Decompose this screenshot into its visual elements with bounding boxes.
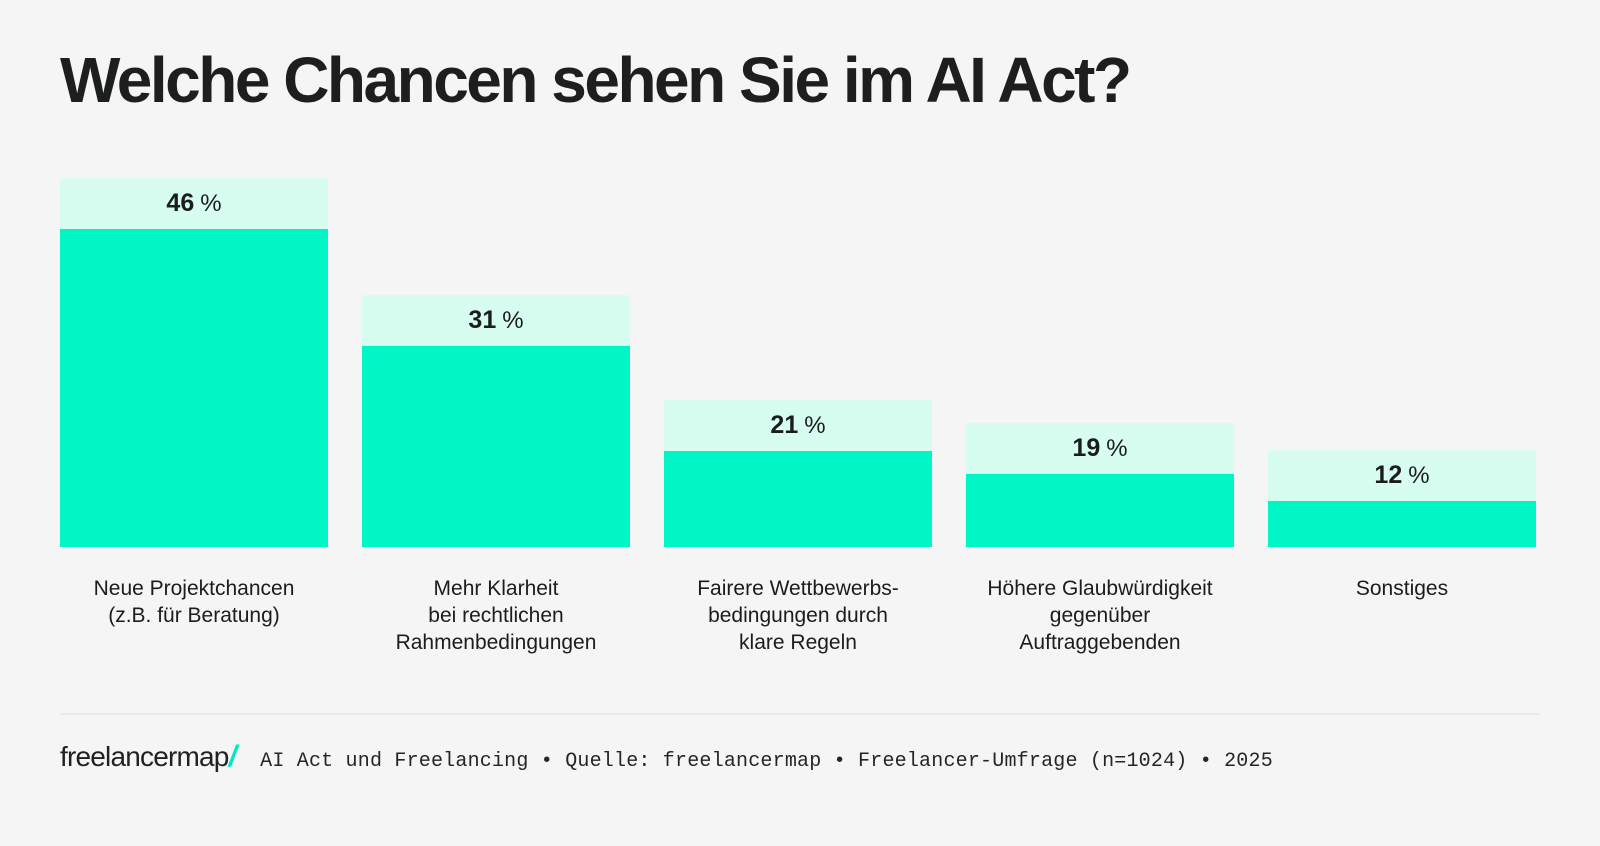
category-label-sonstiges: Sonstiges	[1268, 575, 1536, 656]
category-label-line: Rahmenbedingungen	[395, 631, 597, 654]
logo-wordmark: freelancermap	[60, 741, 229, 772]
bar-mehr-klarheit: 31 %	[362, 295, 630, 547]
source-caption: AI Act und Freelancing • Quelle: freelan…	[260, 750, 1273, 773]
bar-fairere-wettbewerbsbedingungen: 21 %	[664, 400, 932, 547]
percent-sign: %	[1106, 434, 1128, 462]
logo-slash-icon: /	[228, 740, 237, 773]
bar-fill	[664, 451, 932, 547]
percent-sign: %	[1408, 461, 1430, 489]
percent-sign: %	[200, 189, 222, 217]
category-label-line: gegenüber	[1049, 604, 1151, 627]
bar-fill	[362, 346, 630, 547]
category-label-fairere-wettbewerbsbedingungen: Fairere Wettbewerbs- bedingungen durch k…	[664, 575, 932, 656]
bar-value: 21	[770, 411, 799, 439]
footer-divider	[60, 713, 1540, 715]
bar-value-band: 31 %	[362, 295, 630, 346]
category-label-line: Mehr Klarheit	[433, 577, 559, 600]
bar-value-band: 46 %	[60, 178, 328, 229]
category-label-line: bei rechtlichen	[428, 604, 564, 627]
bar-value: 31	[468, 306, 497, 334]
bar-chart: 46 % 31 % 21 % 19 %	[60, 178, 1536, 547]
bar-value: 46	[166, 189, 195, 217]
bar-value-band: 21 %	[664, 400, 932, 451]
bar-value-band: 12 %	[1268, 450, 1536, 501]
bar-fill	[966, 474, 1234, 547]
percent-sign: %	[502, 306, 524, 334]
category-label-neue-projektchancen: Neue Projektchancen (z.B. für Beratung)	[60, 575, 328, 656]
category-label-line: (z.B. für Beratung)	[108, 604, 280, 627]
category-label-line: klare Regeln	[739, 631, 857, 654]
bar-hoehere-glaubwuerdigkeit: 19 %	[966, 423, 1234, 547]
category-label-line: Sonstiges	[1355, 577, 1449, 600]
bar-value: 19	[1072, 434, 1101, 462]
percent-sign: %	[804, 411, 826, 439]
category-label-hoehere-glaubwuerdigkeit: Höhere Glaubwürdigkeit gegenüber Auftrag…	[966, 575, 1234, 656]
footer: freelancermap/ AI Act und Freelancing • …	[60, 740, 1273, 774]
bar-neue-projektchancen: 46 %	[60, 178, 328, 547]
bar-sonstiges: 12 %	[1268, 450, 1536, 547]
category-label-line: Neue Projektchancen	[93, 577, 295, 600]
category-label-line: Höhere Glaubwürdigkeit	[987, 577, 1213, 600]
category-label-line: Fairere Wettbewerbs-	[697, 577, 899, 600]
bar-fill	[1268, 501, 1536, 547]
category-labels: Neue Projektchancen (z.B. für Beratung) …	[60, 575, 1536, 656]
bar-value: 12	[1374, 461, 1403, 489]
bar-fill	[60, 229, 328, 547]
category-label-line: Auftraggebenden	[1019, 631, 1181, 654]
category-label-mehr-klarheit: Mehr Klarheit bei rechtlichen Rahmenbedi…	[362, 575, 630, 656]
freelancermap-logo: freelancermap/	[60, 740, 237, 774]
category-label-line: bedingungen durch	[708, 604, 888, 627]
bar-value-band: 19 %	[966, 423, 1234, 474]
page-title: Welche Chancen sehen Sie im AI Act?	[60, 44, 1132, 116]
